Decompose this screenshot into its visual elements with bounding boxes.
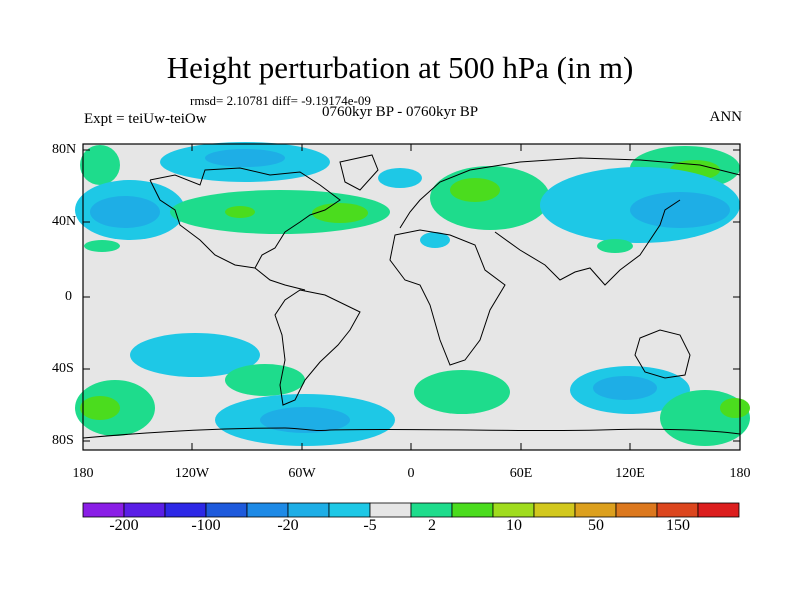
blob-green-spac <box>225 364 305 396</box>
blob-green-nw <box>80 145 120 185</box>
blob-green-satl <box>414 370 510 414</box>
blob-green-pac-left <box>84 240 120 252</box>
coast-south-america <box>274 289 361 406</box>
colorbar-label: 50 <box>588 517 604 534</box>
coast-australia <box>634 329 691 379</box>
colorbar-swatch <box>82 502 125 518</box>
blob-green-na-core <box>312 203 368 223</box>
blob-green-eu-core <box>450 178 500 202</box>
colorbar-label: 10 <box>506 517 522 534</box>
colorbar-label: -20 <box>277 517 299 534</box>
colorbar-label: 150 <box>666 517 690 534</box>
coast-greenland <box>339 154 379 191</box>
coast-africa <box>389 229 506 366</box>
blob-blue-arctic-eu <box>378 168 422 188</box>
colorbar-swatch <box>615 502 658 518</box>
colorbar-swatch <box>369 502 412 518</box>
colorbar-swatch <box>656 502 699 518</box>
lon-label: 120W <box>174 466 210 481</box>
colorbar-swatch <box>410 502 453 518</box>
colorbar-label: -100 <box>191 517 221 534</box>
stats-text: rmsd= 2.10781 diff= -9.19174e-09 <box>190 93 371 108</box>
axis-ticks <box>82 144 741 450</box>
blob-blue-arctic-na-core <box>205 149 285 167</box>
colorbar-swatch <box>492 502 535 518</box>
lon-label: 180 <box>72 466 94 481</box>
colorbar-swatch <box>328 502 371 518</box>
lon-label: 120E <box>615 466 645 481</box>
colorbar-label: -200 <box>109 517 139 534</box>
blob-blue-medit <box>420 232 450 248</box>
coast-north-america <box>149 167 341 291</box>
colorbar-swatch <box>246 502 289 518</box>
blob-green-sw-core <box>80 396 120 420</box>
blob-green-na <box>170 190 390 234</box>
colorbar <box>82 502 740 518</box>
lon-label: 60E <box>509 466 533 481</box>
coast-eurasia <box>399 157 741 286</box>
colorbar-label: -5 <box>363 517 377 534</box>
coast-antarctica <box>82 427 741 439</box>
colorbar-swatch <box>123 502 166 518</box>
colorbar-swatch <box>205 502 248 518</box>
blob-green-na-core2 <box>225 206 255 218</box>
blob-green-china <box>597 239 633 253</box>
blob-blue-samer-core <box>260 407 350 433</box>
colorbar-swatch <box>533 502 576 518</box>
colorbar-swatch <box>164 502 207 518</box>
colorbar-swatch <box>574 502 617 518</box>
colorbar-label: 2 <box>428 517 436 534</box>
blob-blue-npac-w-core <box>90 196 160 228</box>
blob-blue-sind-core <box>593 376 657 400</box>
colorbar-swatch <box>451 502 494 518</box>
lon-label: 180 <box>729 466 751 481</box>
period-label: 0760kyr BP - 0760kyr BP <box>321 104 479 120</box>
anomaly-fields <box>75 142 750 446</box>
blob-blue-spac <box>130 333 260 377</box>
lat-label: 40S <box>52 361 74 376</box>
experiment-label: Expt = teiUw-teiOw <box>84 111 207 127</box>
blob-blue-npac-e-core <box>630 192 730 228</box>
blob-green-se-core <box>720 398 750 418</box>
colorbar-swatch <box>697 502 740 518</box>
lat-label: 80S <box>52 433 74 448</box>
lat-label: 40N <box>52 214 77 229</box>
coastlines <box>82 154 741 439</box>
season-label: ANN <box>709 109 743 125</box>
lat-label: 80N <box>52 142 77 157</box>
lon-label: 60W <box>288 466 316 481</box>
chart-title: Height perturbation at 500 hPa (in m) <box>166 50 634 85</box>
colorbar-swatch <box>287 502 330 518</box>
lon-label: 0 <box>407 466 415 481</box>
lat-label: 0 <box>65 289 72 304</box>
